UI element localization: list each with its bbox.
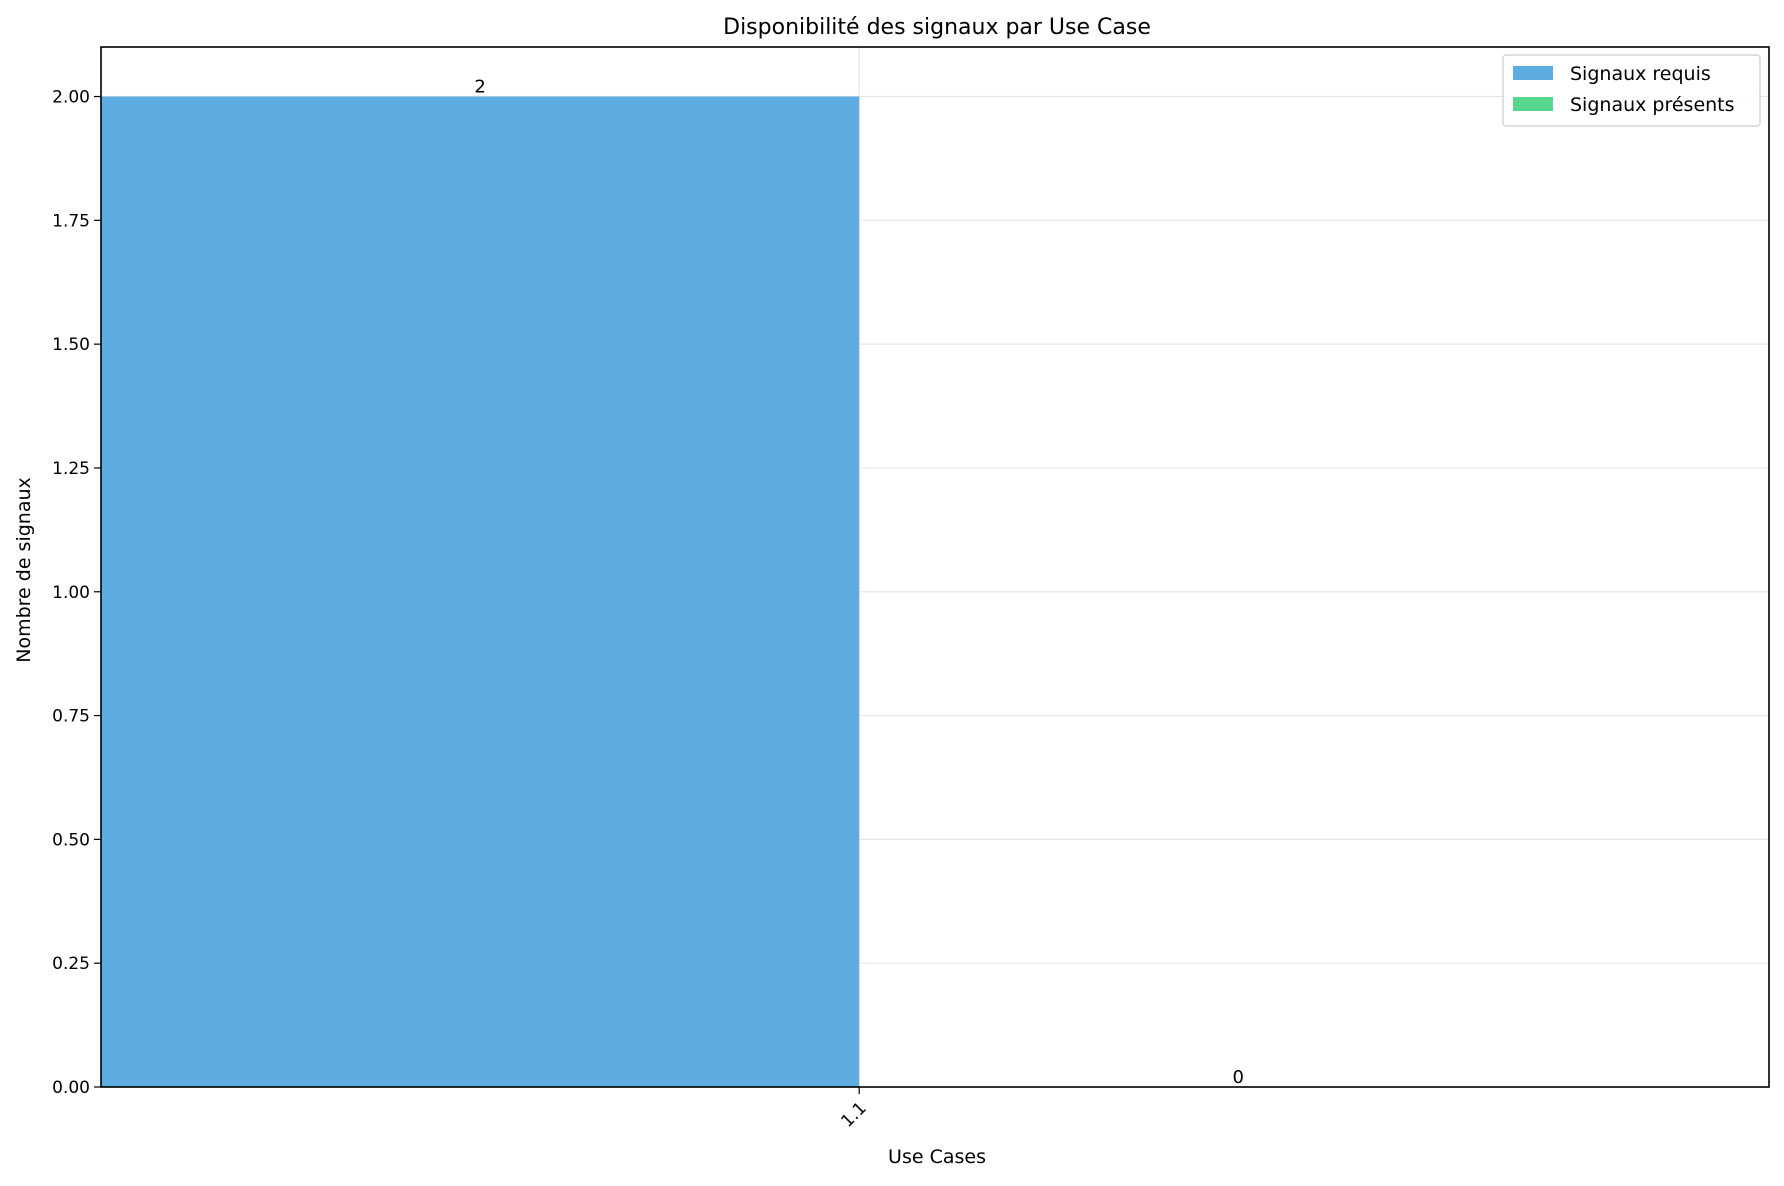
legend-label: Signaux présents (1570, 94, 1735, 116)
legend: Signaux requis Signaux présents (1502, 54, 1761, 127)
legend-label: Signaux requis (1570, 63, 1711, 85)
bar (101, 96, 860, 1088)
y-tick-label: 0.00 (52, 1078, 90, 1098)
data-labels: 20 (474, 77, 1244, 1088)
y-tick-label: 1.25 (52, 459, 90, 479)
y-tick-label: 0.50 (52, 830, 90, 850)
y-tick-label: 0.75 (52, 707, 90, 727)
y-axis-label: Nombre de signaux (13, 477, 35, 663)
y-tick-label: 2.00 (52, 88, 90, 108)
plot-frame (100, 46, 1770, 1088)
y-tick-label: 1.00 (52, 583, 90, 603)
data-label: 0 (1233, 1067, 1244, 1088)
y-tick-label: 0.25 (52, 954, 90, 974)
legend-swatch (1513, 97, 1553, 111)
data-label: 2 (474, 77, 485, 98)
legend-swatch (1513, 66, 1553, 80)
x-axis: 1.1 (837, 1087, 871, 1132)
legend-box (1502, 54, 1761, 127)
x-axis-label: Use Cases (888, 1146, 986, 1168)
y-tick-label: 1.50 (52, 335, 90, 355)
y-tick-label: 1.75 (52, 211, 90, 231)
chart-title: Disponibilité des signaux par Use Case (723, 15, 1151, 40)
bars (101, 96, 860, 1088)
x-tick-label: 1.1 (837, 1098, 870, 1131)
y-axis: 0.00 0.25 0.50 0.75 1.00 1.25 1.50 1.75 2.00 (52, 88, 101, 1098)
